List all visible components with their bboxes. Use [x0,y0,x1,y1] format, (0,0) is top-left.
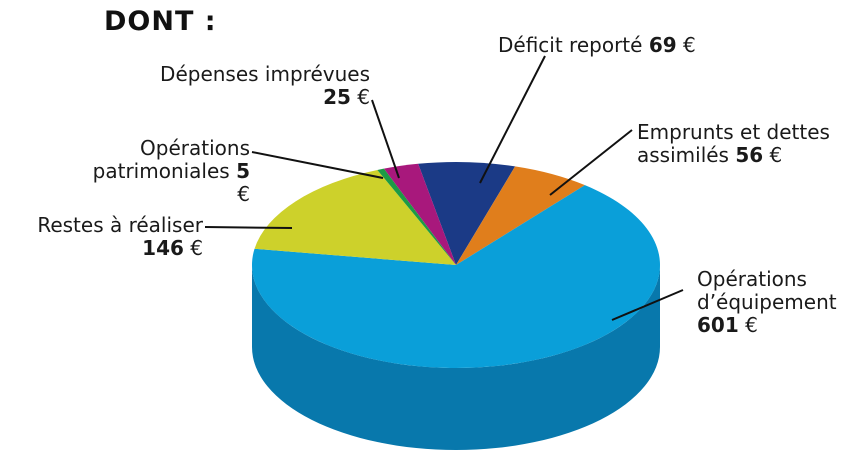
slice [418,161,516,265]
leader-line [549,129,633,196]
slice-label: Opérations d’équipement 601 € [697,267,837,337]
slice-label: Déficit reporté 69 € [498,33,696,57]
slice-label: Dépenses imprévues 25 € [160,62,370,109]
leader-line [204,226,293,229]
leader-lines [204,55,684,321]
leader-line [611,289,684,321]
slice-label: Emprunts et dettes assimilés 56 € [637,120,830,167]
slice-side [252,265,660,450]
slice-label: Restes à réaliser 146 € [37,213,203,260]
slice [456,166,585,265]
pie [252,161,660,450]
slice [377,168,456,265]
leader-line [371,99,400,179]
slice-label: Opérations patrimoniales 5 € [92,136,250,206]
slice [383,163,456,265]
slice [254,169,456,265]
chart-title: DONT : [104,6,217,37]
slice [252,185,660,369]
leader-line [479,55,546,184]
leader-line [251,151,384,179]
